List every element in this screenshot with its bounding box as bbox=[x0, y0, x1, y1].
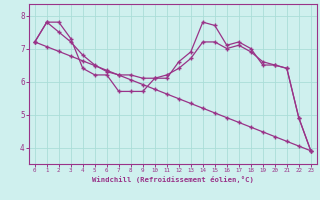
X-axis label: Windchill (Refroidissement éolien,°C): Windchill (Refroidissement éolien,°C) bbox=[92, 176, 254, 183]
